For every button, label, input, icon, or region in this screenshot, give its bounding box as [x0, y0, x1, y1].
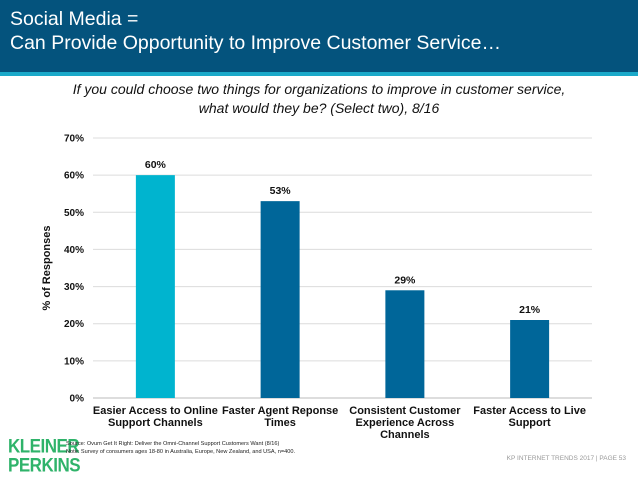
- kleiner-perkins-logo: KLEINER PERKINS: [8, 435, 81, 477]
- chart-title-line-2: what would they be? (Select two), 8/16: [198, 100, 440, 116]
- title-line-1: Social Media =: [10, 8, 139, 30]
- note-line: Note: Survey of consumers ages 18-80 in …: [66, 449, 296, 455]
- y-tick-label: 40%: [64, 245, 84, 256]
- header-accent-line: [0, 72, 638, 76]
- chart-title: If you could choose two things for organ…: [0, 80, 638, 118]
- data-label: 60%: [145, 159, 167, 171]
- y-tick-label: 60%: [64, 171, 84, 182]
- y-tick-label: 20%: [64, 319, 84, 330]
- bar: [510, 320, 550, 398]
- bar: [385, 290, 425, 398]
- source-note: Source: Ovum Get It Right: Deliver the O…: [66, 440, 295, 456]
- chart-title-line-1: If you could choose two things for organ…: [72, 81, 566, 97]
- x-tick-label: Faster Agent Reponse Times: [221, 405, 339, 429]
- slide-title: Social Media = Can Provide Opportunity t…: [10, 7, 501, 55]
- title-line-2: Can Provide Opportunity to Improve Custo…: [10, 32, 501, 54]
- logo-line-2: PERKINS: [8, 454, 81, 477]
- y-tick-label: 30%: [64, 282, 84, 293]
- header-band: [0, 0, 638, 72]
- x-tick-label: Faster Access to Live Support: [473, 405, 586, 429]
- y-tick-label: 0%: [70, 394, 85, 405]
- y-tick-label: 70%: [64, 134, 84, 145]
- page-footer: KP INTERNET TRENDS 2017 | PAGE 53: [506, 455, 626, 462]
- y-tick-label: 10%: [64, 356, 84, 367]
- x-tick-label: Consistent Customer Experience Across Ch…: [349, 405, 461, 441]
- data-label: 53%: [270, 185, 292, 197]
- x-tick-label: Easier Access to Online Support Channels: [92, 405, 218, 429]
- data-label: 21%: [519, 304, 541, 316]
- logo-line-1: KLEINER: [8, 435, 80, 458]
- source-line: Source: Ovum Get It Right: Deliver the O…: [66, 441, 280, 447]
- y-tick-label: 50%: [64, 208, 84, 219]
- bar: [260, 201, 300, 398]
- data-label: 29%: [394, 274, 416, 286]
- bar: [135, 175, 175, 398]
- y-axis-label: % of Responses: [41, 226, 53, 311]
